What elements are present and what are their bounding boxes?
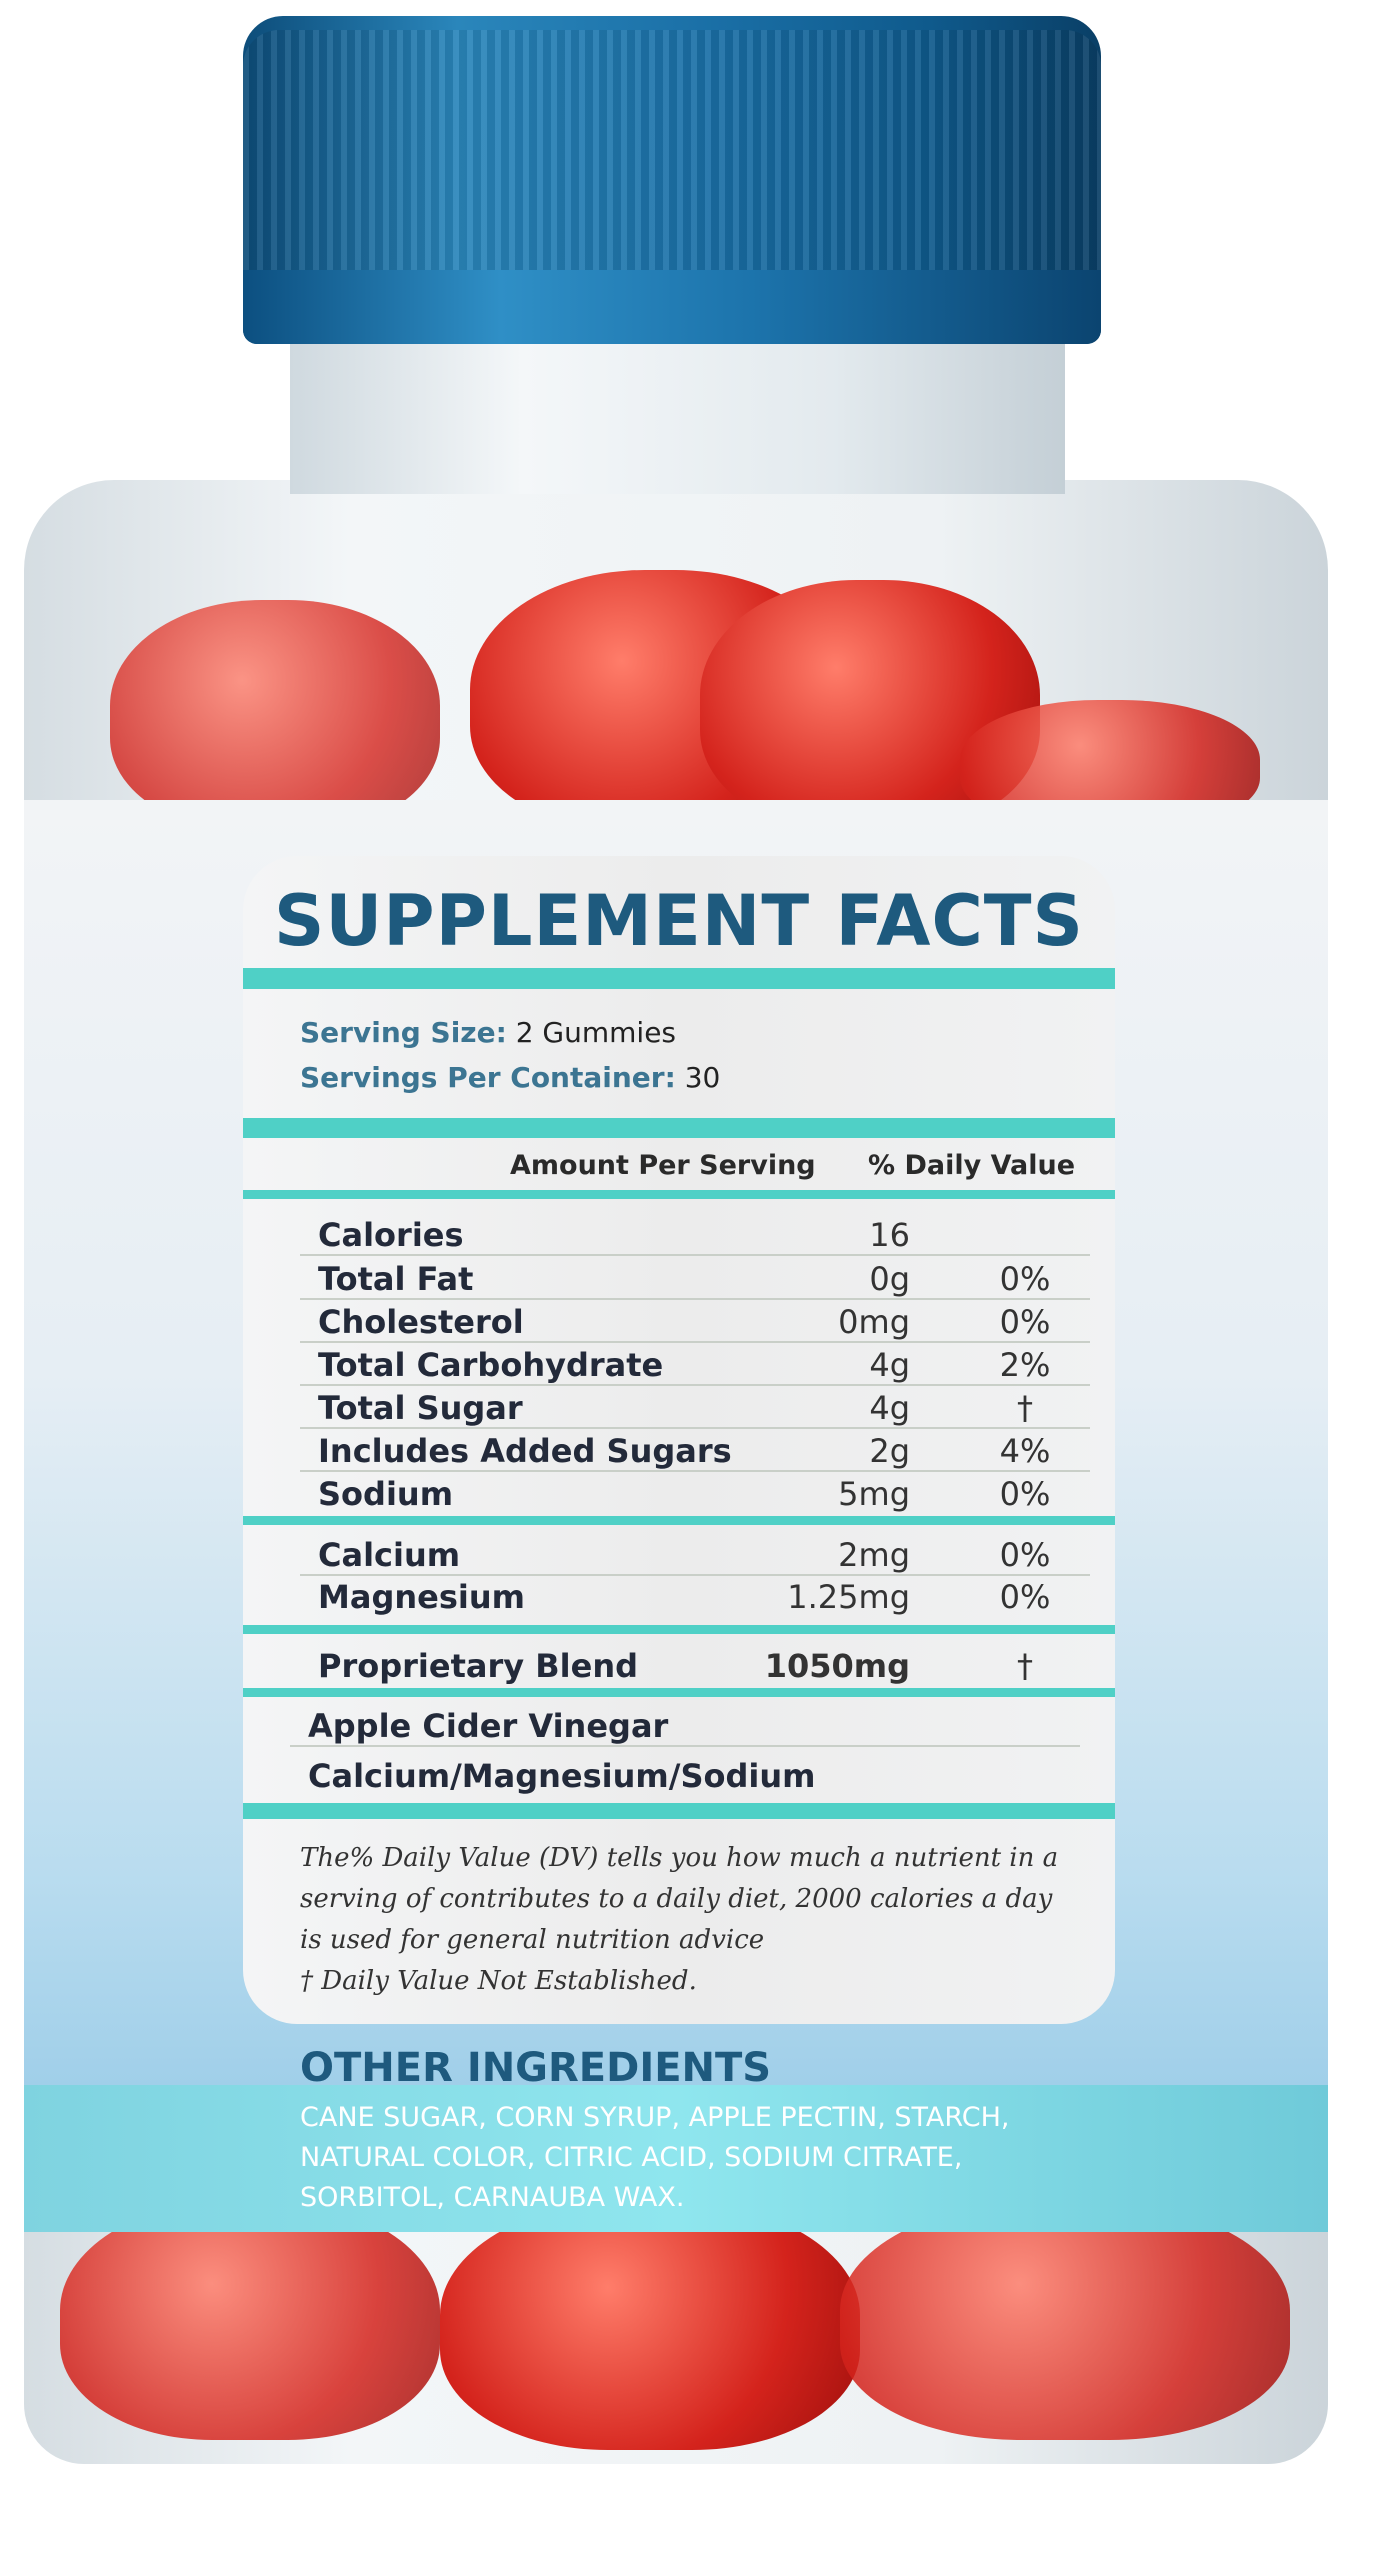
header-dv: % Daily Value [868,1150,1076,1181]
divider [243,1118,1115,1138]
facts-row: Sodium 5mg 0% [318,1475,1051,1513]
gummy [60,2200,440,2440]
servings-per-container: Servings Per Container: 30 [300,1061,721,1094]
ingredients-line: SORBITOL, CARNAUBA WAX. [300,2182,685,2213]
divider [243,1516,1115,1525]
divider [243,1688,1115,1697]
ingredients-line: CANE SUGAR, CORN SYRUP, APPLE PECTIN, ST… [300,2102,1010,2133]
footnote-line: The% Daily Value (DV) tells you how much… [300,1843,1059,1873]
facts-row: Includes Added Sugars 2g 4% [300,1428,1090,1472]
divider [243,1803,1115,1819]
ingredients-line: NATURAL COLOR, CITRIC ACID, SODIUM CITRA… [300,2142,963,2173]
facts-row: Total Carbohydrate 4g 2% [300,1342,1090,1386]
blend-item: Calcium/Magnesium/Sodium [308,1757,816,1795]
serving-size: Serving Size: 2 Gummies [300,1016,677,1049]
footnote-line: † Daily Value Not Established. [300,1966,697,1996]
gummy [840,2200,1290,2440]
label-teal-band [24,2085,1328,2232]
facts-row: Total Fat 0g 0% [300,1256,1090,1300]
other-ingredients-list: CANE SUGAR, CORN SYRUP, APPLE PECTIN, ST… [300,2098,1100,2218]
footnote: The% Daily Value (DV) tells you how much… [300,1838,1090,2002]
cap-rim [243,270,1101,344]
other-ingredients-title: OTHER INGREDIENTS [300,2045,772,2091]
supplement-facts-panel [243,856,1115,2024]
gummy [440,2200,860,2450]
footnote-line: is used for general nutrition advice [300,1925,765,1955]
facts-row: Calories 16 [300,1212,1090,1256]
divider [243,1625,1115,1634]
facts-row: Cholesterol 0mg 0% [300,1299,1090,1343]
divider [243,1190,1115,1199]
facts-row: Magnesium 1.25mg 0% [318,1578,1051,1616]
facts-title: SUPPLEMENT FACTS [274,880,1084,962]
divider [243,968,1115,989]
blend-item: Apple Cider Vinegar [290,1703,1080,1747]
header-amount: Amount Per Serving [510,1150,816,1181]
facts-row: Total Sugar 4g † [300,1385,1090,1429]
footnote-line: serving of contributes to a daily diet, … [300,1884,1053,1914]
bottle-neck [290,344,1065,494]
facts-row-blend: Proprietary Blend 1050mg † [318,1647,1033,1685]
gummy [110,600,440,830]
facts-row: Calcium 2mg 0% [300,1532,1090,1576]
cap-ridges [243,30,1101,270]
